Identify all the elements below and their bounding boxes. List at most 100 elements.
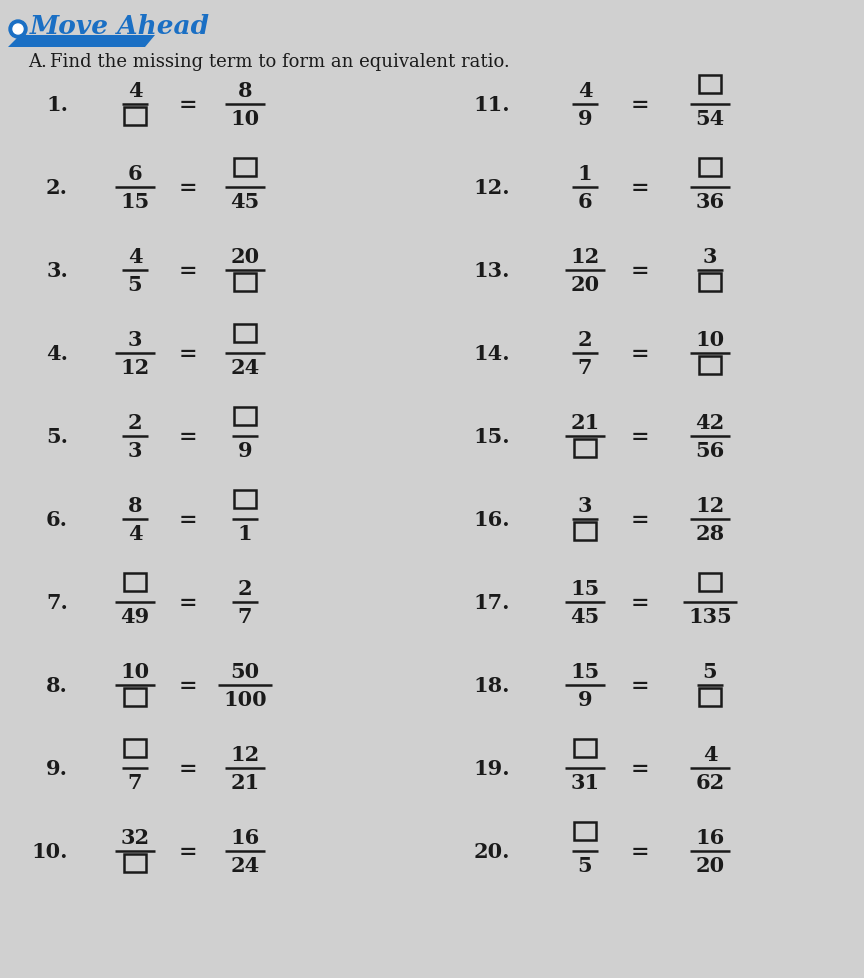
Text: =: = (179, 592, 197, 613)
Text: 20: 20 (696, 855, 725, 875)
Bar (124, 689, 146, 706)
Text: Move Ahead: Move Ahead (30, 14, 210, 38)
Text: 15: 15 (120, 192, 149, 212)
Text: =: = (179, 757, 197, 779)
Polygon shape (8, 36, 155, 48)
Text: 21: 21 (231, 773, 259, 792)
Circle shape (9, 21, 27, 39)
Text: 7: 7 (578, 358, 592, 378)
Text: =: = (631, 260, 650, 282)
Text: 20.: 20. (473, 841, 510, 861)
Text: 2: 2 (578, 330, 593, 350)
Text: =: = (631, 342, 650, 365)
Text: 10: 10 (231, 109, 259, 129)
Bar (699, 573, 721, 592)
Text: =: = (631, 509, 650, 530)
Text: 7: 7 (128, 773, 143, 792)
Text: 3.: 3. (46, 261, 68, 281)
Text: 50: 50 (231, 661, 259, 682)
Bar (699, 689, 721, 706)
Text: =: = (631, 177, 650, 199)
Text: 24: 24 (231, 358, 259, 378)
Text: 8: 8 (238, 81, 252, 101)
Text: 24: 24 (231, 855, 259, 875)
Text: 13.: 13. (473, 261, 510, 281)
Text: 6.: 6. (46, 510, 68, 529)
Text: 12: 12 (570, 246, 600, 267)
Text: 2.: 2. (46, 178, 68, 198)
Text: 19.: 19. (473, 758, 510, 778)
Text: 9: 9 (578, 689, 593, 709)
Bar (699, 357, 721, 375)
Text: 4: 4 (128, 246, 143, 267)
Text: 10: 10 (696, 330, 725, 350)
Text: 4: 4 (128, 81, 143, 101)
Text: A.: A. (28, 53, 47, 71)
Text: 1.: 1. (46, 95, 68, 114)
Text: 6: 6 (578, 192, 593, 212)
Text: 9.: 9. (46, 758, 68, 778)
Text: 2: 2 (128, 413, 143, 432)
Text: 9: 9 (238, 440, 252, 461)
Text: 45: 45 (570, 606, 600, 626)
Text: 100: 100 (223, 689, 267, 709)
Text: =: = (179, 260, 197, 282)
Text: 16: 16 (231, 827, 259, 847)
Text: 7: 7 (238, 606, 252, 626)
Text: 6: 6 (128, 164, 143, 184)
Text: 21: 21 (570, 413, 600, 432)
Text: =: = (179, 94, 197, 115)
Bar (234, 158, 256, 177)
Text: =: = (179, 840, 197, 863)
Text: =: = (631, 425, 650, 448)
Text: =: = (631, 94, 650, 115)
Text: 14.: 14. (473, 343, 510, 364)
Text: 42: 42 (696, 413, 725, 432)
Bar (574, 439, 596, 458)
Text: 5: 5 (128, 275, 143, 294)
Bar (699, 76, 721, 94)
Bar (124, 854, 146, 872)
Text: 18.: 18. (473, 676, 510, 695)
Bar (234, 491, 256, 509)
Text: 12.: 12. (473, 178, 510, 198)
Bar (124, 739, 146, 757)
Text: 1: 1 (578, 164, 593, 184)
Text: 17.: 17. (473, 593, 510, 612)
Text: 5: 5 (578, 855, 593, 875)
Text: 5: 5 (702, 661, 717, 682)
Bar (699, 274, 721, 291)
Text: 4: 4 (578, 81, 593, 101)
Bar (699, 158, 721, 177)
Text: 54: 54 (696, 109, 725, 129)
Text: 10.: 10. (31, 841, 68, 861)
Text: 31: 31 (570, 773, 600, 792)
Text: 45: 45 (231, 192, 259, 212)
Text: =: = (179, 425, 197, 448)
Text: 32: 32 (120, 827, 149, 847)
Text: 1: 1 (238, 523, 252, 544)
Text: =: = (179, 177, 197, 199)
Text: 7.: 7. (46, 593, 68, 612)
Text: 12: 12 (120, 358, 149, 378)
Text: 16: 16 (696, 827, 725, 847)
Text: 11.: 11. (473, 95, 510, 114)
Text: =: = (179, 674, 197, 696)
Text: Find the missing term to form an equivalent ratio.: Find the missing term to form an equival… (50, 53, 510, 71)
Text: 36: 36 (696, 192, 725, 212)
Text: =: = (631, 757, 650, 779)
Text: 15.: 15. (473, 426, 510, 447)
Text: 135: 135 (688, 606, 732, 626)
Bar (234, 274, 256, 291)
Text: 10: 10 (120, 661, 149, 682)
Text: =: = (179, 509, 197, 530)
Bar (234, 325, 256, 342)
Text: 2: 2 (238, 578, 252, 599)
Text: 15: 15 (570, 578, 600, 599)
Text: 49: 49 (120, 606, 149, 626)
Bar (124, 108, 146, 126)
Text: =: = (631, 840, 650, 863)
Text: 8.: 8. (46, 676, 68, 695)
Bar (124, 573, 146, 592)
Circle shape (13, 25, 23, 35)
